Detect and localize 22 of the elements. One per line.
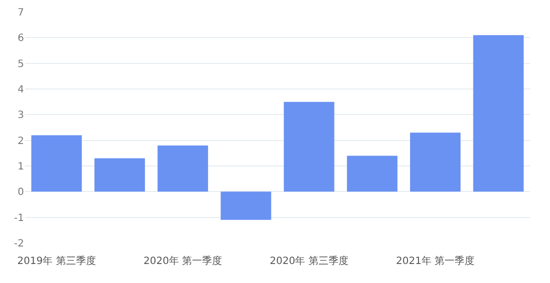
y-tick-label: -2 <box>14 238 24 250</box>
bar <box>284 102 334 192</box>
bar <box>158 145 208 192</box>
y-tick-label: 1 <box>18 162 24 172</box>
bar <box>31 135 82 192</box>
bar <box>94 158 145 192</box>
bar <box>410 132 461 192</box>
y-tick-label: 6 <box>18 33 24 44</box>
y-tick-label: 0 <box>18 187 24 198</box>
y-tick-label: 3 <box>18 110 24 122</box>
bar <box>220 192 272 220</box>
bar <box>473 35 524 192</box>
x-tick-label: 2020年 第一季度 <box>143 255 222 267</box>
y-tick-label: 7 <box>18 8 24 18</box>
x-tick-label: 2020年 第三季度 <box>270 255 348 267</box>
y-tick-label: 2 <box>18 136 24 147</box>
y-tick-label: -1 <box>14 212 24 224</box>
y-tick-label: 4 <box>18 84 24 96</box>
x-tick-label: 2019年 第三季度 <box>17 255 96 267</box>
x-tick-label: 2021年 第一季度 <box>396 255 475 267</box>
bar <box>346 156 398 192</box>
y-tick-label: 5 <box>18 58 24 70</box>
